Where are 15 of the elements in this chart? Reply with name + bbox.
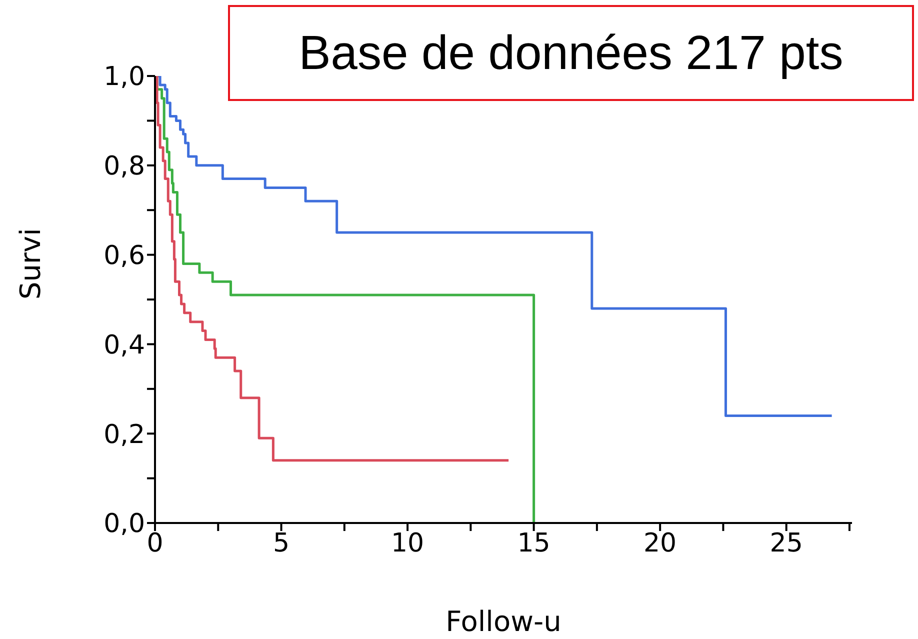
y-tick-label: 0,6 xyxy=(104,241,145,272)
x-tick-label: 25 xyxy=(770,528,803,558)
chart-title: Base de données 217 pts xyxy=(228,5,914,101)
x-tick-label: 10 xyxy=(390,528,424,558)
x-tick-label: 20 xyxy=(644,528,677,558)
x-axis-title: Follow-u xyxy=(446,605,562,638)
y-tick-label: 0,8 xyxy=(104,152,145,182)
x-tick-label: 15 xyxy=(517,528,550,558)
y-tick-label: 0,0 xyxy=(104,509,145,540)
y-tick-label: 0,4 xyxy=(104,330,145,360)
y-axis-title: Survi xyxy=(14,228,47,300)
y-tick-label: 0,2 xyxy=(104,420,145,450)
y-tick-label: 1,0 xyxy=(104,62,145,92)
x-tick-label: 0 xyxy=(146,528,164,558)
x-tick-label: 5 xyxy=(272,528,290,558)
